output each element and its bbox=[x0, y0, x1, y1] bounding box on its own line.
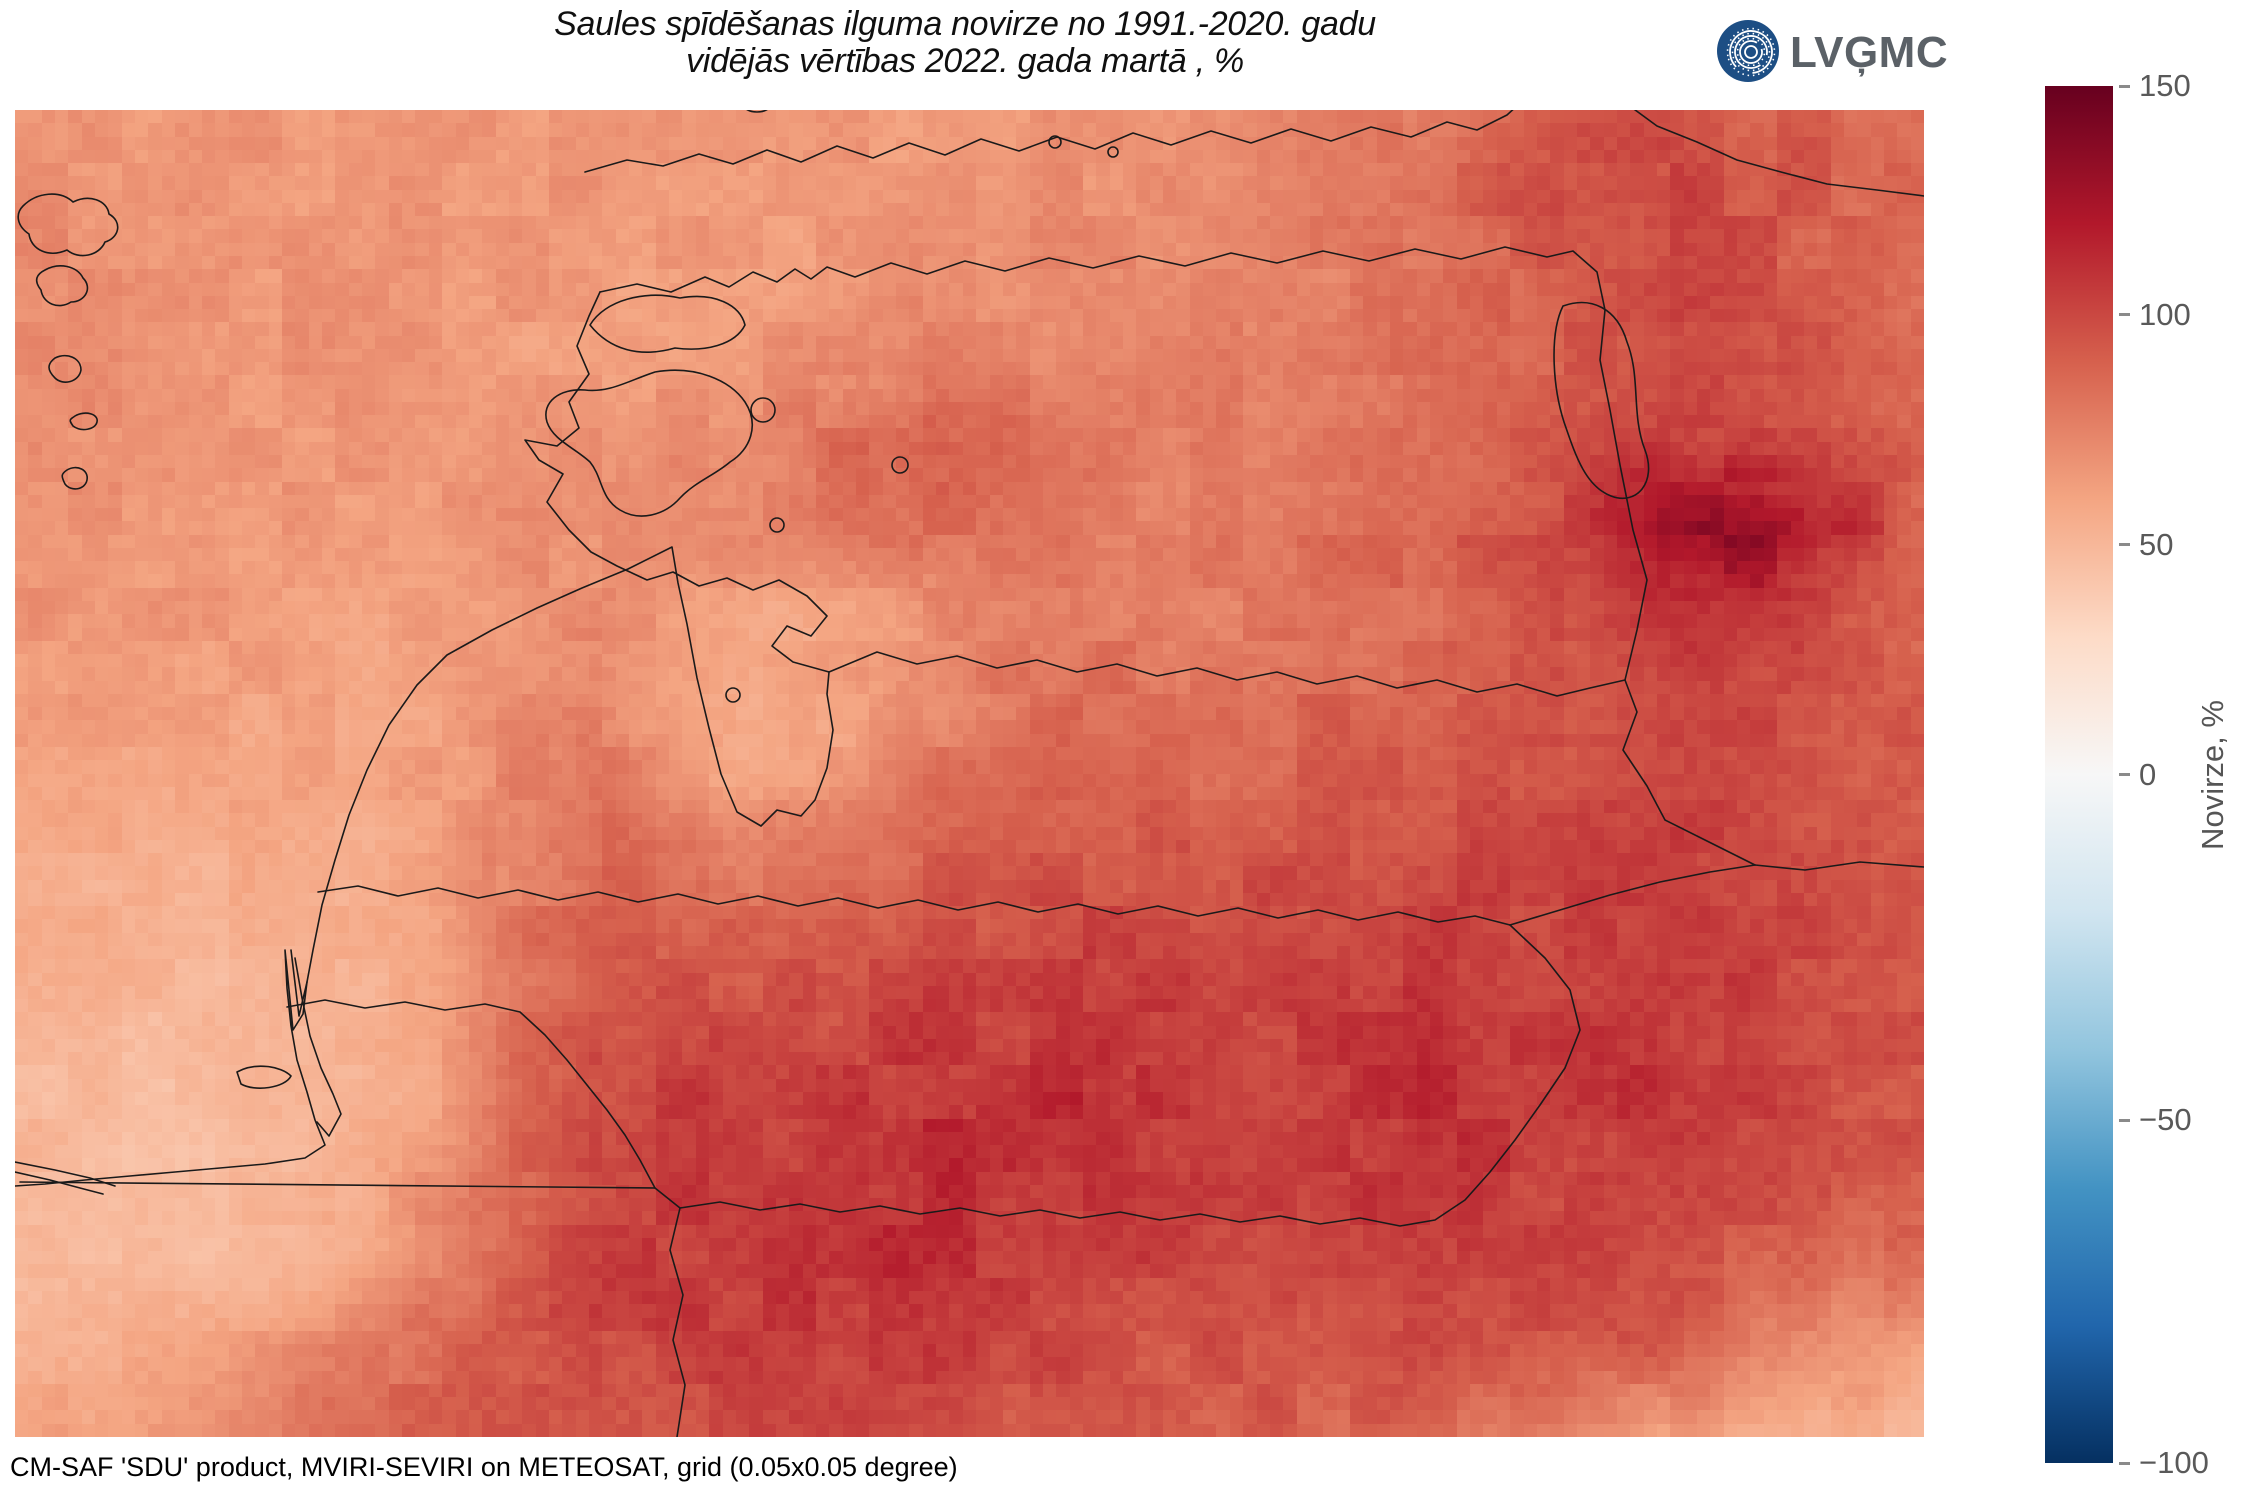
colorbar-tick-mark bbox=[2119, 1461, 2130, 1465]
colorbar-axis-label: Novirze, % bbox=[2195, 700, 2230, 850]
archipelago-islands bbox=[17, 193, 292, 1089]
colorbar-tick-label: 100 bbox=[2139, 296, 2191, 332]
colorbar-tick-label: 50 bbox=[2139, 526, 2174, 562]
colorbar-tick-mark bbox=[2119, 84, 2130, 88]
colorbar-gradient bbox=[2045, 86, 2113, 1463]
colorbar-tick-label: −100 bbox=[2139, 1445, 2209, 1480]
colorbar-tick-mark bbox=[2119, 313, 2130, 317]
country-borders-overlay bbox=[15, 110, 1924, 1437]
title-line-2: vidējās vērtības 2022. gada martā , % bbox=[686, 42, 1244, 81]
lvgmc-logo-text: LVĢMC bbox=[1790, 28, 1949, 77]
deviation-heatmap-canvas bbox=[15, 110, 1924, 1437]
estonia-islands bbox=[545, 294, 909, 703]
map-panel bbox=[15, 110, 1924, 1437]
colorbar-tick-label: 150 bbox=[2139, 68, 2191, 103]
colorbar-tick-mark bbox=[2119, 543, 2130, 547]
baltic-coastline bbox=[15, 291, 834, 1195]
country-border-lines bbox=[19, 309, 1924, 1437]
title-line-1: Saules spīdēšanas ilguma novirze no 1991… bbox=[554, 5, 1376, 43]
colorbar-tick-label: 0 bbox=[2139, 756, 2157, 792]
lake-peipus-outline bbox=[1553, 301, 1650, 499]
finland-coastline bbox=[584, 110, 1924, 197]
colorbar: 150 100 50 0 −50 −100 Novirze, % bbox=[2045, 68, 2241, 1480]
colorbar-tick-label: −50 bbox=[2139, 1102, 2192, 1138]
colorbar-tick-mark bbox=[2119, 1118, 2130, 1122]
page-title: Saules spīdēšanas ilguma novirze no 1991… bbox=[350, 5, 1580, 81]
map-caption: CM-SAF 'SDU' product, MVIRI-SEVIRI on ME… bbox=[10, 1452, 958, 1482]
lvgmc-logo: LVĢMC bbox=[1716, 19, 1949, 88]
lvgmc-globe-icon bbox=[1716, 19, 1780, 88]
estonia-north-coast bbox=[599, 246, 1606, 311]
colorbar-tick-mark bbox=[2119, 773, 2130, 776]
